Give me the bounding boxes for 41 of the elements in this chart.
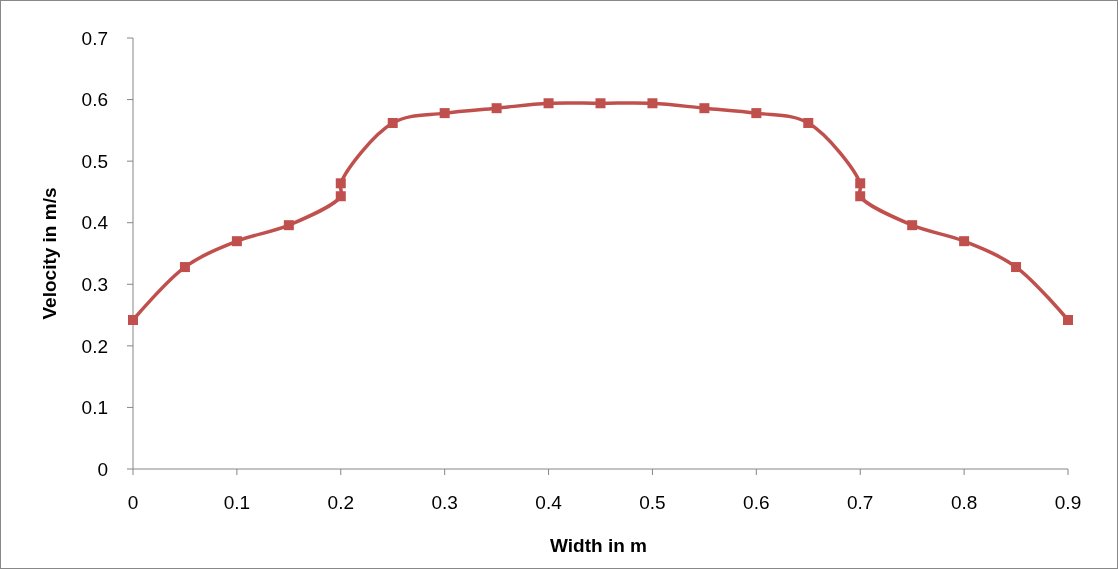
point	[751, 108, 762, 119]
point	[231, 236, 242, 247]
y-tick-label: 0.6	[81, 89, 108, 111]
x-tick-label: 0.8	[950, 492, 978, 513]
point	[179, 262, 190, 273]
point	[439, 108, 450, 119]
point	[959, 236, 970, 247]
y-tick-label: 0.1	[81, 397, 108, 419]
point	[699, 103, 710, 114]
y-tick-label: 0.2	[81, 335, 108, 357]
point	[387, 117, 398, 128]
point	[128, 315, 138, 325]
point	[647, 98, 658, 109]
x-tick-label: 0.3	[431, 492, 458, 513]
point	[335, 191, 346, 202]
x-tick-label: 0.4	[535, 492, 563, 513]
y-axis-title: Velocity in m/s	[39, 187, 60, 320]
x-tick-label: 0.5	[639, 492, 666, 513]
point	[491, 103, 502, 114]
x-tick-label: 0.2	[327, 492, 354, 513]
y-tick-label: 0	[97, 458, 108, 480]
x-tick-label: 0.9	[1054, 492, 1082, 513]
x-tick-label: 0.6	[743, 492, 770, 513]
y-tick-label: 0.7	[81, 27, 108, 49]
point	[855, 178, 866, 189]
point	[907, 220, 918, 231]
point	[283, 220, 294, 231]
x-tick-label: 0	[127, 492, 139, 513]
point	[335, 178, 346, 189]
y-tick-label: 0.3	[81, 273, 108, 295]
point	[1011, 262, 1022, 273]
y-tick-label: 0.5	[81, 150, 108, 172]
point	[855, 191, 866, 202]
point	[595, 98, 606, 109]
y-tick-label: 0.4	[81, 212, 109, 234]
point	[1063, 315, 1073, 325]
x-tick-label: 0.1	[223, 492, 251, 513]
x-axis-title: Width in m	[550, 535, 647, 556]
point	[803, 117, 814, 128]
point	[543, 98, 554, 109]
x-tick-label: 0.7	[847, 492, 874, 513]
